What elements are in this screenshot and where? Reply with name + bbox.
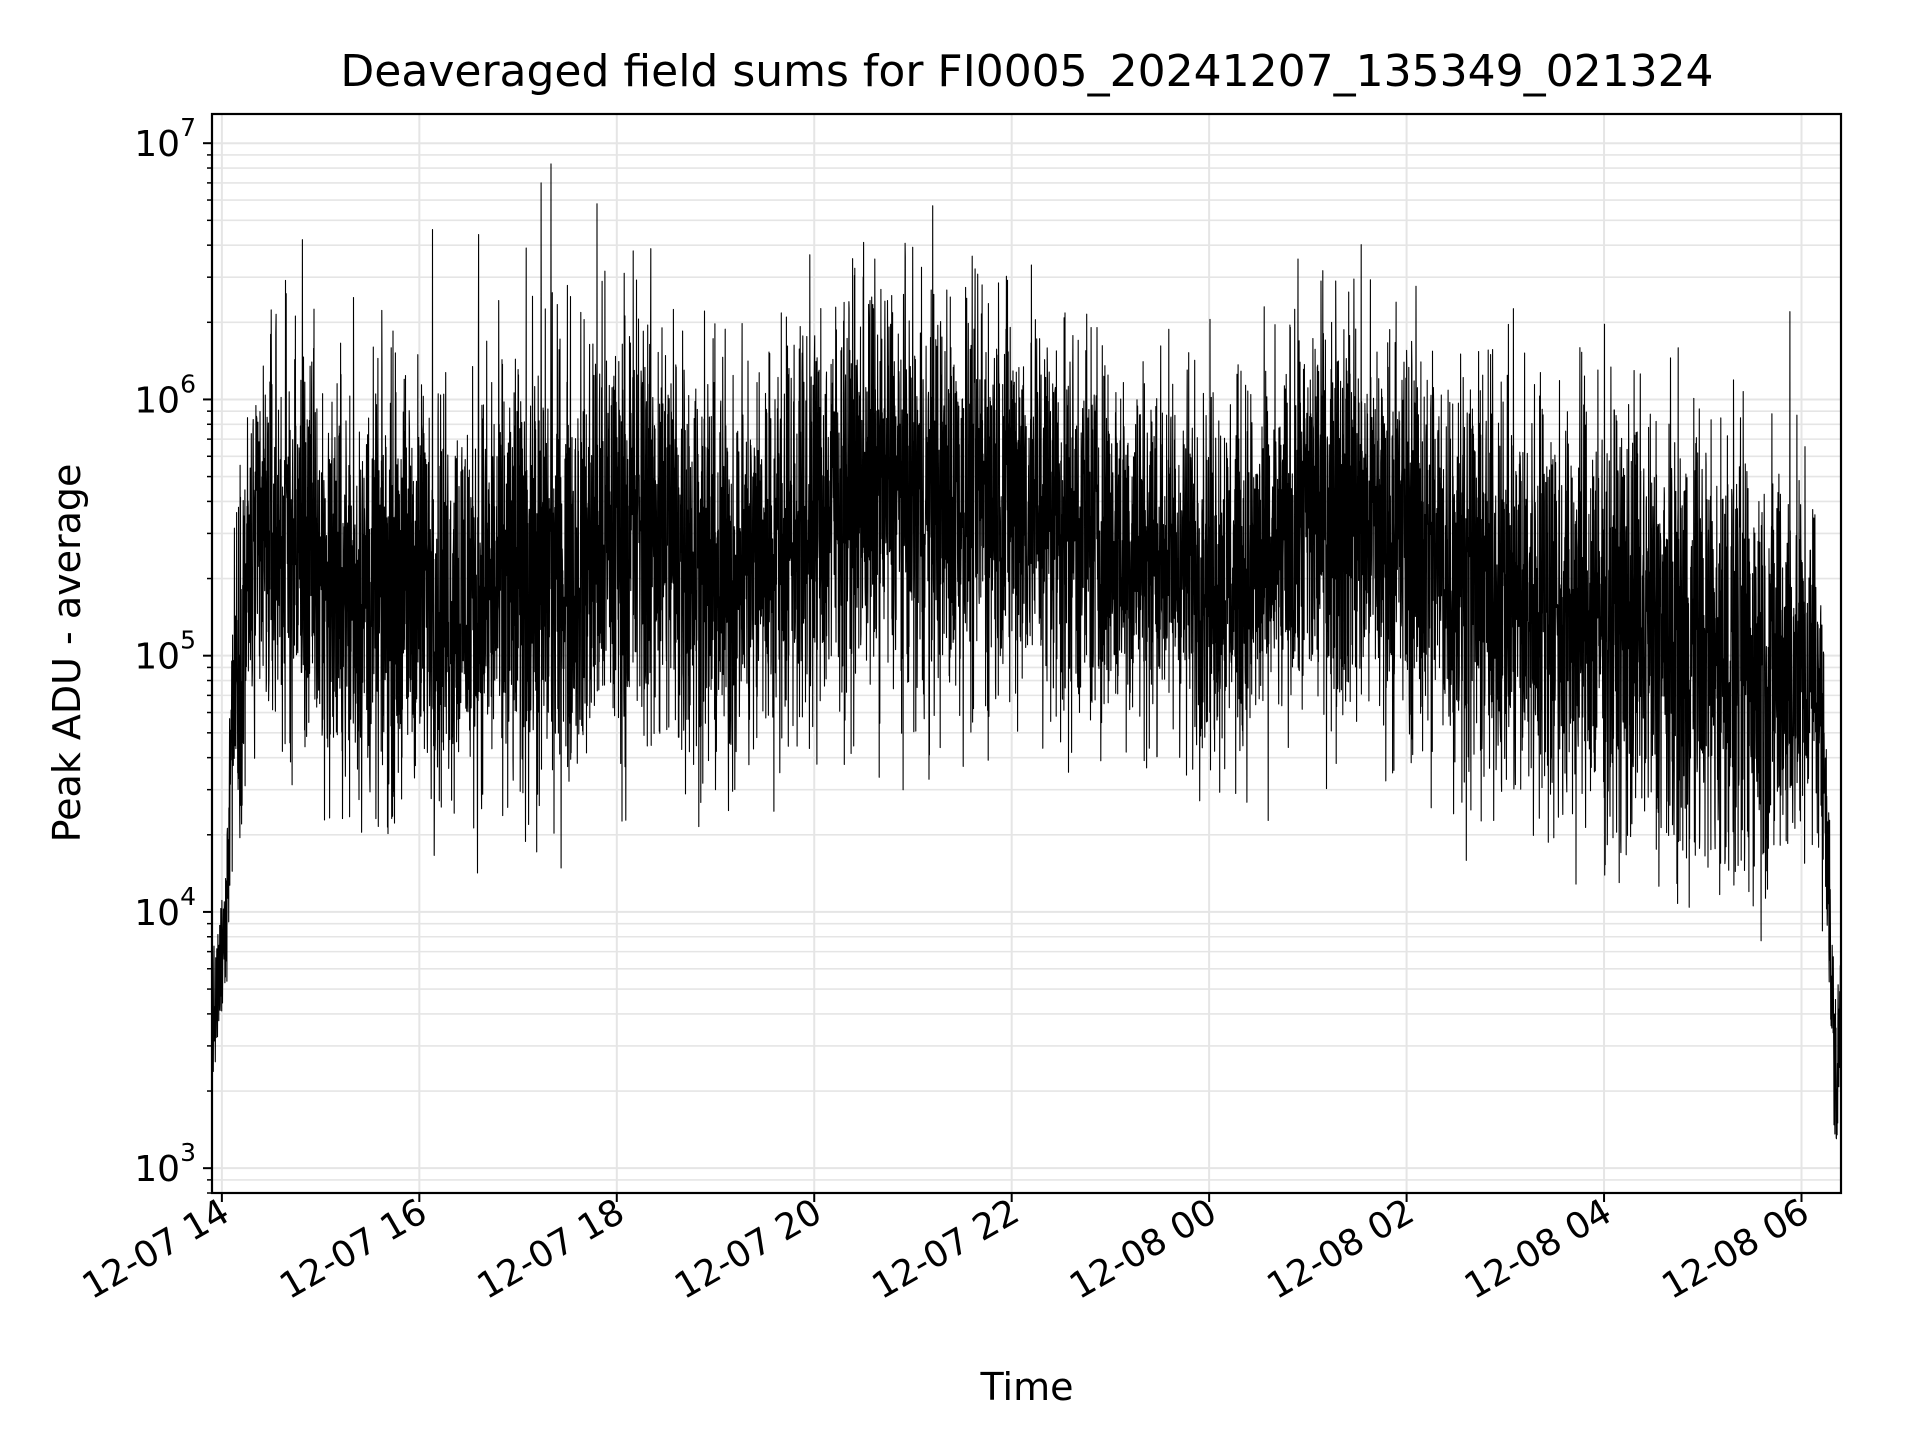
y-tick-base: 10 — [134, 380, 180, 421]
y-tick-label: 105 — [134, 626, 196, 678]
chart-title: Deaveraged field sums for FI0005_2024120… — [340, 46, 1713, 97]
y-tick-exponent: 4 — [180, 882, 196, 911]
y-tick-base: 10 — [134, 124, 180, 165]
y-axis-label: Peak ADU - average — [45, 464, 89, 843]
y-tick-base: 10 — [134, 637, 180, 678]
y-tick-exponent: 7 — [180, 113, 196, 142]
y-tick-exponent: 6 — [180, 369, 196, 398]
y-tick-label: 106 — [134, 369, 196, 421]
series-line — [211, 163, 1842, 1140]
y-tick-exponent: 3 — [180, 1138, 196, 1167]
x-axis-label: Time — [980, 1365, 1074, 1409]
y-tick-base: 10 — [134, 893, 180, 934]
series-layer — [211, 163, 1842, 1140]
y-tick-label: 104 — [134, 882, 196, 934]
y-tick-base: 10 — [134, 1149, 180, 1190]
y-tick-label: 107 — [134, 113, 196, 165]
y-tick-exponent: 5 — [180, 626, 196, 655]
plot-frame — [210, 112, 1843, 1195]
y-tick-label: 103 — [134, 1138, 196, 1190]
